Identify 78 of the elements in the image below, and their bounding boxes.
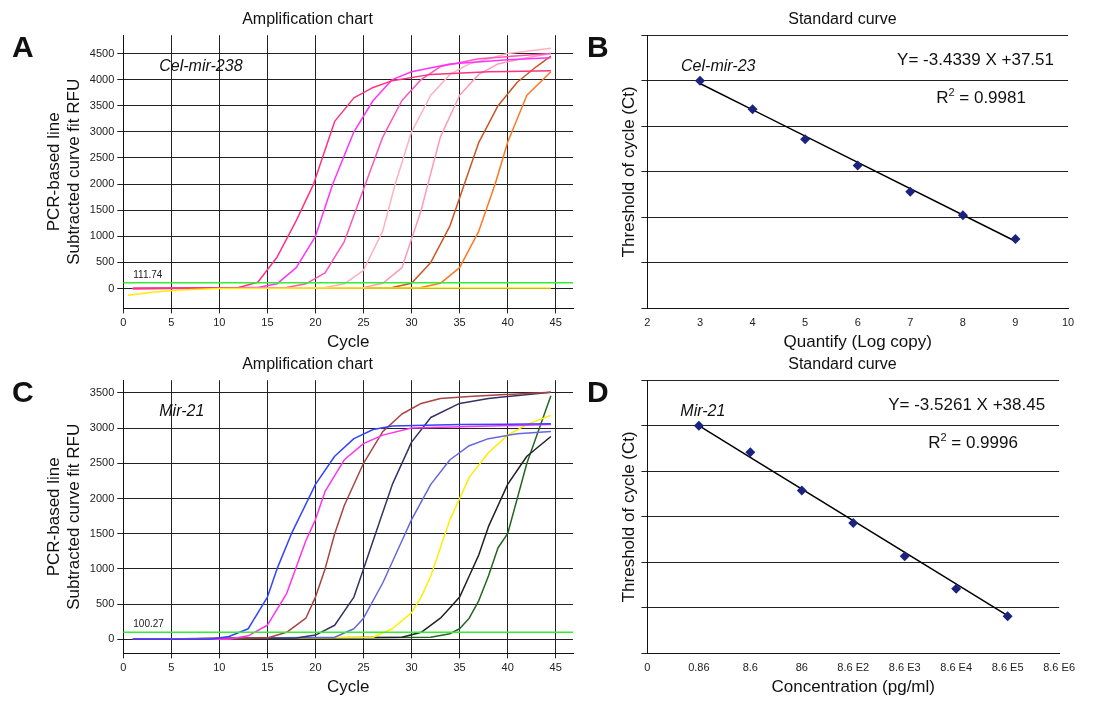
x-tick-label: 6 <box>854 316 861 329</box>
x-tick-label: 25 <box>357 316 370 329</box>
y-tick-label: 500 <box>95 255 115 268</box>
x-tick-label: 8.6 <box>742 661 758 674</box>
y-tick-label: 1000 <box>89 561 115 574</box>
chart-title: Amplification chart <box>242 10 374 28</box>
x-tick-label: 8.6 E4 <box>940 661 973 674</box>
ref-line-label: 111.74 <box>133 268 163 280</box>
y-tick-label: 0 <box>108 281 115 294</box>
y-tick-label: 3500 <box>89 98 115 111</box>
x-axis-title: Cycle <box>326 332 370 352</box>
ref-line-label: 100.27 <box>133 618 165 630</box>
x-tick-label: 2 <box>644 316 651 329</box>
y-tick-label: 2500 <box>89 456 115 469</box>
x-tick-label: 15 <box>261 316 274 329</box>
x-tick-label: 35 <box>453 316 466 329</box>
text: D <box>587 375 609 409</box>
x-tick-label: 5 <box>168 316 175 329</box>
y-tick-label: 1500 <box>89 526 115 539</box>
x-tick-label: 45 <box>549 316 562 329</box>
y-axis-title: Threshold of cycle (Ct) <box>618 86 638 258</box>
x-tick-label: 86 <box>795 661 808 674</box>
x-tick-label: 0 <box>120 316 127 329</box>
text: A <box>12 30 34 64</box>
y-tick-label: 1000 <box>89 229 115 242</box>
x-axis-title: Cycle <box>326 677 370 697</box>
x-tick-label: 3 <box>696 316 704 329</box>
y-tick-label: 4000 <box>89 72 115 85</box>
x-tick-label: 5 <box>802 316 809 329</box>
x-tick-label: 0 <box>120 661 127 674</box>
x-tick-label: 20 <box>309 316 322 329</box>
x-axis-title: Quantify (Log copy) <box>783 332 932 352</box>
chart-title: Standard curve <box>788 10 897 28</box>
x-tick-label: 8.6 E3 <box>888 661 921 674</box>
x-tick-label: 10 <box>1061 316 1075 329</box>
x-tick-label: 40 <box>501 316 514 329</box>
y-tick-label: 3000 <box>89 421 115 434</box>
y-tick-label: 2500 <box>89 150 115 163</box>
x-tick-label: 30 <box>405 316 418 329</box>
x-tick-label: 4 <box>749 316 756 329</box>
chart-title: Amplification chart <box>242 355 374 373</box>
x-tick-label: 35 <box>453 661 466 674</box>
chart-title: Standard curve <box>788 355 897 373</box>
y-axis-title: PCR-based line Subtracted curve fit RFU <box>43 78 84 265</box>
y-tick-label: 4500 <box>89 46 115 59</box>
text: Y= -3.5261 X +38.45 <box>888 395 1046 415</box>
x-tick-label: 10 <box>213 661 226 674</box>
y-tick-label: 3000 <box>89 124 115 137</box>
x-tick-label: 8 <box>959 316 966 329</box>
x-tick-label: 0.86 <box>688 661 710 674</box>
x-tick-label: 25 <box>357 661 370 674</box>
y-axis-title: Threshold of cycle (Ct) <box>618 431 638 603</box>
y-tick-label: 1500 <box>89 203 115 216</box>
text: C <box>12 375 34 409</box>
x-tick-label: 15 <box>261 661 274 674</box>
x-tick-label: 9 <box>1012 316 1019 329</box>
x-tick-label: 8.6 E2 <box>837 661 870 674</box>
x-tick-label: 45 <box>549 661 562 674</box>
x-tick-label: 30 <box>405 661 418 674</box>
x-axis-title: Concentration (pg/ml) <box>771 677 935 697</box>
x-tick-label: 8.6 E5 <box>991 661 1024 674</box>
x-tick-label: 0 <box>644 661 651 674</box>
x-tick-label: 20 <box>309 661 322 674</box>
y-tick-label: 0 <box>108 632 115 645</box>
y-tick-label: 500 <box>95 597 115 610</box>
text: Y= -3.4339 X +37.51 <box>897 50 1054 70</box>
text: Cel-mir-23 <box>681 57 756 75</box>
x-tick-label: 40 <box>501 661 514 674</box>
x-tick-label: 5 <box>168 661 175 674</box>
x-tick-label: 10 <box>213 316 226 329</box>
x-tick-label: 8.6 E6 <box>1043 661 1076 674</box>
x-tick-label: 7 <box>907 316 914 329</box>
y-tick-label: 2000 <box>89 177 115 190</box>
y-tick-label: 3500 <box>89 385 115 398</box>
text: Mir-21 <box>680 402 726 420</box>
y-tick-label: 2000 <box>89 491 115 504</box>
text: B <box>587 30 609 64</box>
y-axis-title: PCR-based line Subtracted curve fit RFU <box>43 423 84 610</box>
